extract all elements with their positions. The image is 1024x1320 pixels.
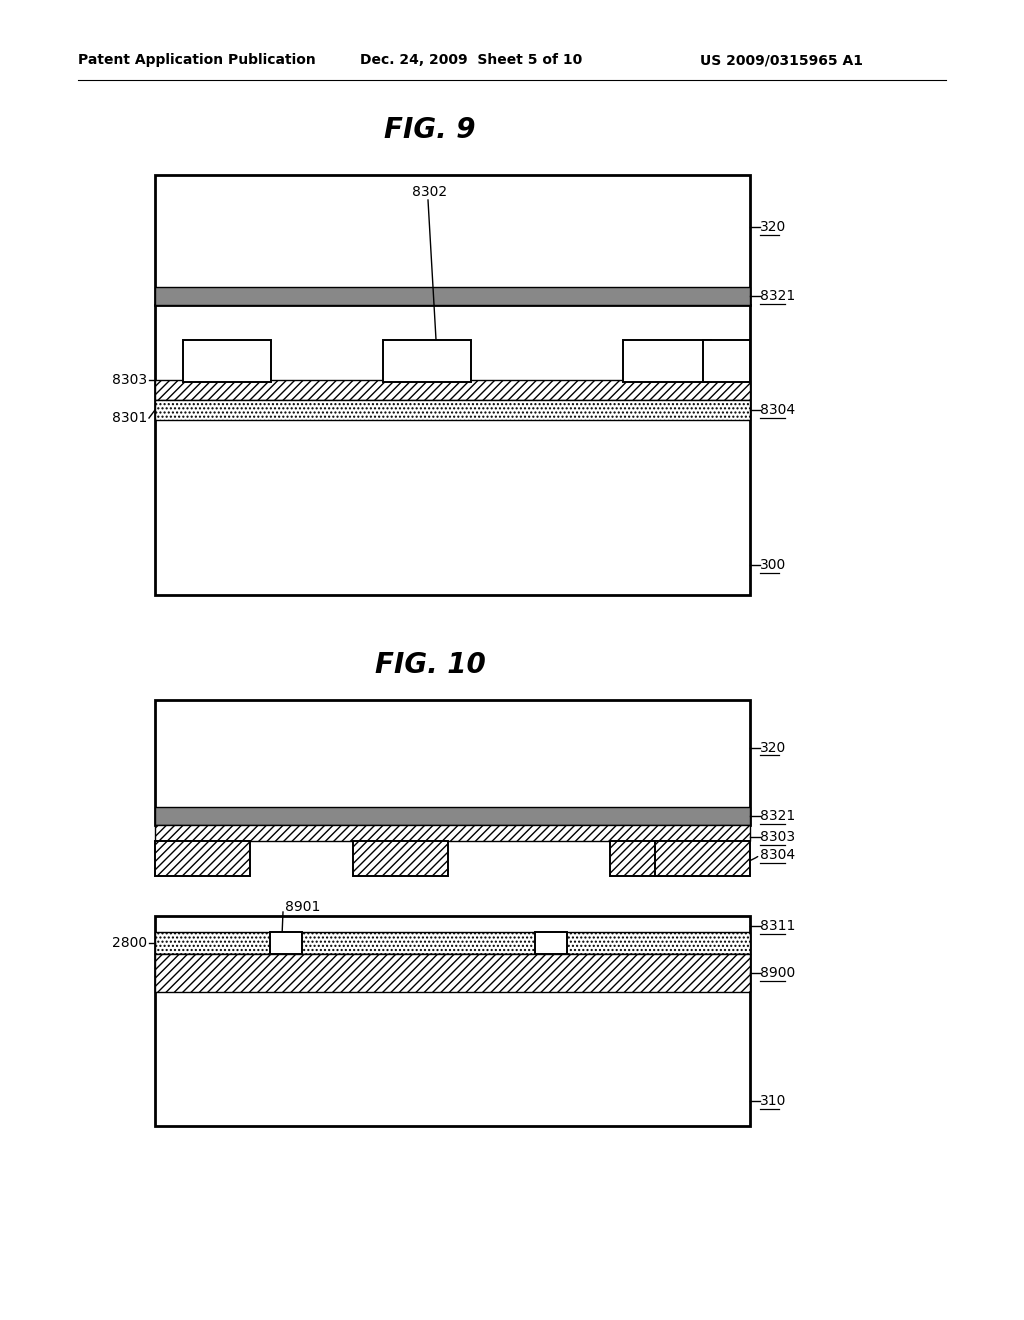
- Text: US 2009/0315965 A1: US 2009/0315965 A1: [700, 53, 863, 67]
- Bar: [155, 954, 750, 993]
- Text: 8303: 8303: [112, 374, 147, 387]
- Text: 8304: 8304: [760, 847, 795, 862]
- Bar: [155, 825, 750, 841]
- Bar: [155, 932, 750, 954]
- Text: 8900: 8900: [760, 966, 796, 979]
- Text: 8302: 8302: [413, 185, 447, 199]
- Bar: [155, 286, 750, 305]
- Bar: [353, 841, 449, 876]
- Bar: [535, 932, 567, 954]
- Text: 300: 300: [760, 558, 786, 572]
- Bar: [270, 932, 302, 954]
- Text: FIG. 9: FIG. 9: [384, 116, 476, 144]
- Bar: [610, 841, 705, 876]
- Bar: [155, 380, 750, 400]
- Text: 8311: 8311: [760, 919, 796, 933]
- Bar: [155, 916, 750, 1126]
- Bar: [655, 841, 750, 876]
- Bar: [183, 341, 271, 381]
- Bar: [155, 305, 750, 595]
- Bar: [155, 807, 750, 825]
- Text: FIG. 10: FIG. 10: [375, 651, 485, 678]
- Bar: [155, 841, 250, 876]
- Bar: [155, 700, 750, 825]
- Text: 320: 320: [760, 741, 786, 755]
- Text: Patent Application Publication: Patent Application Publication: [78, 53, 315, 67]
- Text: 8321: 8321: [760, 809, 796, 822]
- Text: 8321: 8321: [760, 289, 796, 304]
- Text: 8301: 8301: [112, 411, 147, 425]
- Text: 8901: 8901: [285, 900, 321, 913]
- Text: 2800: 2800: [112, 936, 147, 950]
- Bar: [155, 176, 750, 305]
- Bar: [703, 341, 750, 381]
- Bar: [623, 341, 711, 381]
- Text: 310: 310: [760, 1094, 786, 1107]
- Text: 8303: 8303: [760, 830, 795, 843]
- Bar: [155, 400, 750, 420]
- Text: 320: 320: [760, 220, 786, 234]
- Bar: [383, 341, 471, 381]
- Text: 8304: 8304: [760, 403, 795, 417]
- Text: Dec. 24, 2009  Sheet 5 of 10: Dec. 24, 2009 Sheet 5 of 10: [360, 53, 583, 67]
